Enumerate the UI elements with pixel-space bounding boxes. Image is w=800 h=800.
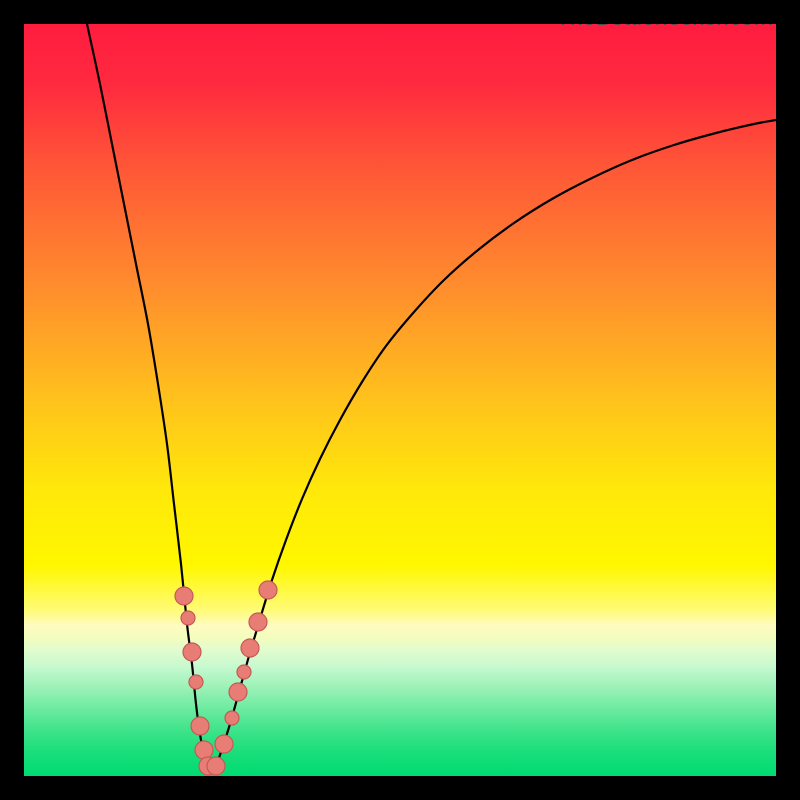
data-point	[237, 665, 251, 679]
data-point	[195, 741, 213, 759]
curve-layer	[24, 24, 776, 776]
data-point	[215, 735, 233, 753]
data-point	[181, 611, 195, 625]
data-point	[207, 757, 225, 775]
data-point	[249, 613, 267, 631]
data-point	[175, 587, 193, 605]
data-point	[189, 675, 203, 689]
data-point	[229, 683, 247, 701]
data-point	[241, 639, 259, 657]
plot-area: TheBottlenecker.com	[24, 24, 776, 776]
data-point	[183, 643, 201, 661]
data-point	[259, 581, 277, 599]
data-point	[225, 711, 239, 725]
data-point	[191, 717, 209, 735]
